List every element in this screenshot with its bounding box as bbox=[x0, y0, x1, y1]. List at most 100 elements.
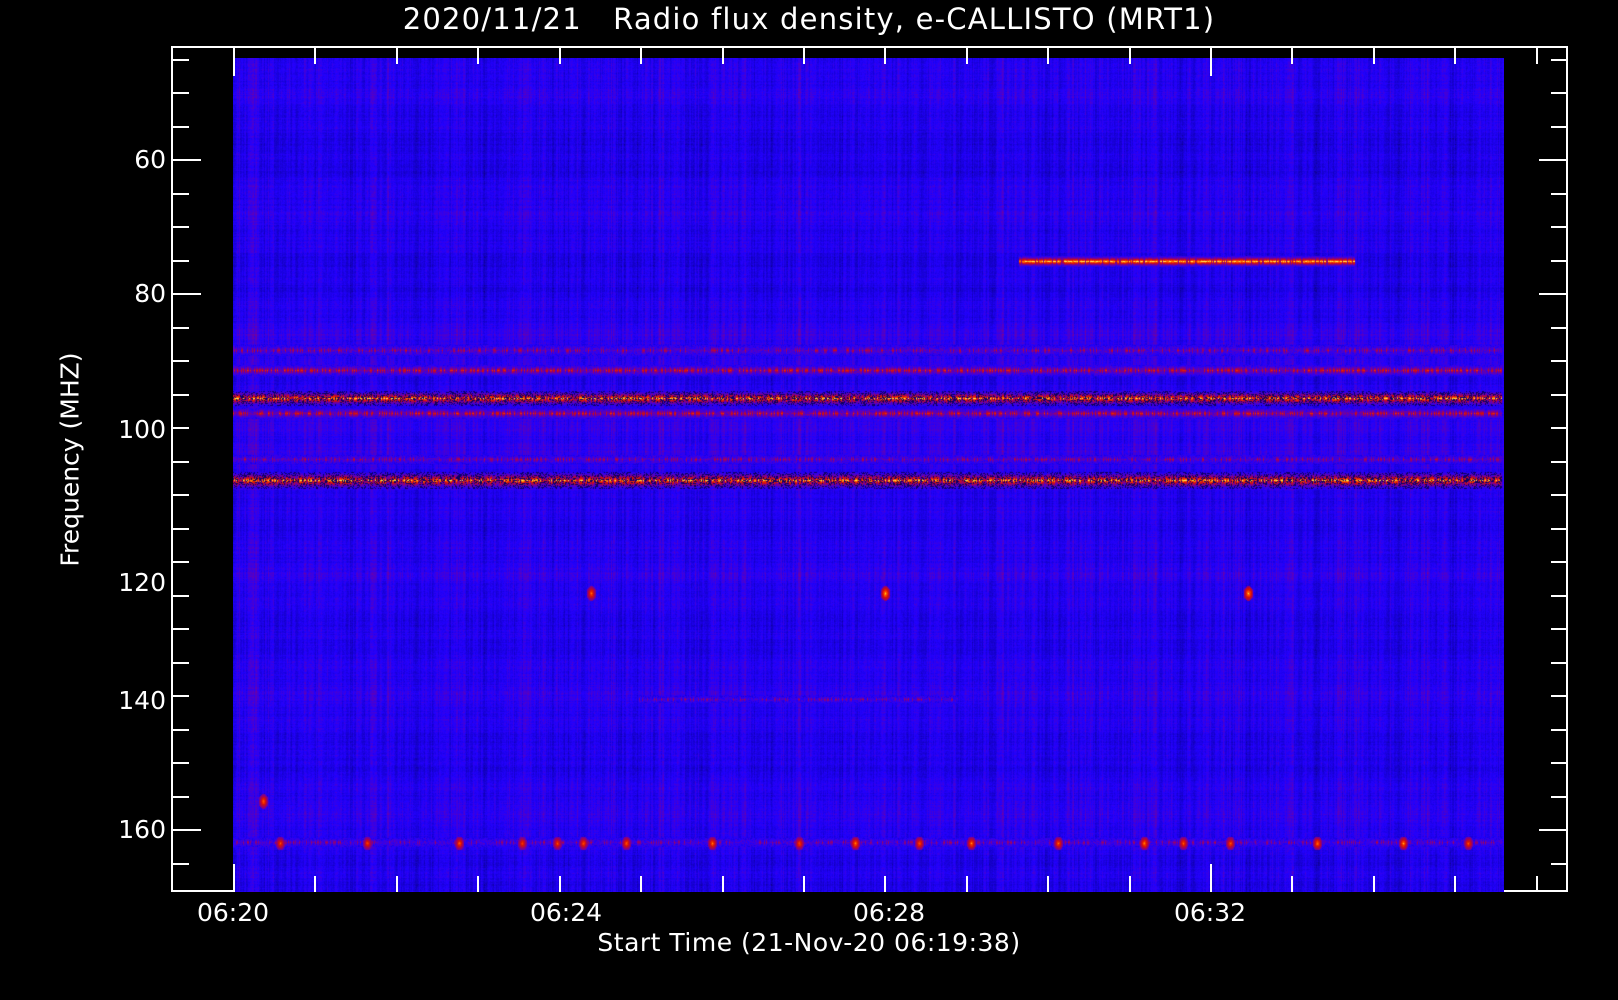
axis-tick bbox=[173, 427, 189, 429]
axis-tick bbox=[477, 48, 479, 64]
x-tick-label-2: 06:28 bbox=[852, 898, 926, 927]
axis-tick bbox=[173, 561, 189, 563]
axis-tick bbox=[1551, 528, 1567, 530]
axis-tick bbox=[1373, 48, 1375, 64]
axis-tick bbox=[1536, 48, 1538, 64]
axis-tick bbox=[173, 293, 201, 295]
axis-tick bbox=[173, 863, 189, 865]
axis-tick bbox=[1551, 226, 1567, 228]
y-axis-title: Frequency (MHZ) bbox=[55, 352, 85, 567]
axis-tick bbox=[1551, 595, 1567, 597]
axis-tick bbox=[1551, 126, 1567, 128]
axis-tick bbox=[1129, 876, 1131, 892]
axis-tick bbox=[314, 48, 316, 64]
axis-tick bbox=[1551, 729, 1567, 731]
axis-tick bbox=[966, 876, 968, 892]
axis-tick bbox=[1551, 494, 1567, 496]
axis-tick bbox=[722, 876, 724, 892]
axis-tick bbox=[233, 48, 235, 76]
axis-tick bbox=[1373, 876, 1375, 892]
axis-tick bbox=[1291, 48, 1293, 64]
axis-tick bbox=[1551, 59, 1567, 61]
axis-tick bbox=[559, 876, 561, 892]
axis-tick bbox=[173, 729, 189, 731]
axis-tick bbox=[173, 628, 189, 630]
axis-tick bbox=[1291, 876, 1293, 892]
x-tick-label-1: 06:24 bbox=[529, 898, 603, 927]
axis-tick bbox=[173, 528, 189, 530]
axis-tick bbox=[1047, 48, 1049, 64]
y-tick-label-1: 80 bbox=[134, 279, 166, 308]
spectrogram-plot-area bbox=[233, 58, 1504, 892]
axis-tick bbox=[1551, 662, 1567, 664]
axis-tick bbox=[1536, 876, 1538, 892]
axis-tick bbox=[1551, 863, 1567, 865]
axis-tick bbox=[1454, 48, 1456, 64]
axis-tick bbox=[1047, 876, 1049, 892]
axis-tick bbox=[1129, 48, 1131, 64]
axis-tick bbox=[884, 876, 886, 892]
axis-tick bbox=[233, 864, 235, 892]
axis-tick bbox=[1551, 796, 1567, 798]
y-tick-label-5: 160 bbox=[118, 815, 166, 844]
axis-tick bbox=[173, 695, 189, 697]
axis-tick bbox=[1539, 159, 1567, 161]
axis-tick bbox=[966, 48, 968, 64]
axis-tick bbox=[173, 360, 189, 362]
axis-tick bbox=[1551, 762, 1567, 764]
axis-tick bbox=[173, 762, 189, 764]
axis-tick bbox=[803, 876, 805, 892]
x-axis-title: Start Time (21-Nov-20 06:19:38) bbox=[597, 928, 1021, 957]
axis-tick bbox=[1551, 92, 1567, 94]
axis-tick bbox=[173, 92, 189, 94]
axis-tick bbox=[173, 226, 189, 228]
page-title: 2020/11/21 Radio flux density, e-CALLIST… bbox=[402, 2, 1216, 36]
axis-tick bbox=[173, 126, 189, 128]
axis-tick bbox=[173, 595, 189, 597]
axis-tick bbox=[640, 876, 642, 892]
y-tick-label-0: 60 bbox=[134, 145, 166, 174]
axis-tick bbox=[1551, 260, 1567, 262]
y-tick-label-3: 120 bbox=[118, 568, 166, 597]
axis-tick bbox=[884, 48, 886, 64]
axis-tick bbox=[1551, 695, 1567, 697]
axis-tick bbox=[396, 48, 398, 64]
axis-tick bbox=[1454, 876, 1456, 892]
axis-tick bbox=[173, 260, 189, 262]
axis-tick bbox=[173, 829, 201, 831]
axis-tick bbox=[173, 59, 189, 61]
axis-tick bbox=[803, 48, 805, 64]
axis-tick bbox=[1551, 193, 1567, 195]
axis-tick bbox=[722, 48, 724, 64]
x-tick-label-0: 06:20 bbox=[196, 898, 270, 927]
axis-tick bbox=[559, 48, 561, 64]
y-tick-label-2: 100 bbox=[118, 415, 166, 444]
axis-tick bbox=[640, 48, 642, 64]
axis-tick bbox=[173, 662, 189, 664]
axis-tick bbox=[173, 159, 201, 161]
axis-tick bbox=[1210, 48, 1212, 76]
axis-tick bbox=[1551, 628, 1567, 630]
axis-tick bbox=[173, 796, 189, 798]
spectrogram-canvas bbox=[233, 58, 1504, 892]
axis-tick bbox=[1539, 293, 1567, 295]
axis-tick bbox=[314, 876, 316, 892]
axis-tick bbox=[173, 327, 189, 329]
axis-tick bbox=[1210, 864, 1212, 892]
y-tick-label-4: 140 bbox=[118, 686, 166, 715]
x-tick-label-3: 06:32 bbox=[1173, 898, 1247, 927]
axis-tick bbox=[1551, 561, 1567, 563]
axis-tick bbox=[477, 876, 479, 892]
axis-tick bbox=[173, 394, 189, 396]
axis-tick bbox=[1551, 461, 1567, 463]
axis-tick bbox=[1539, 829, 1567, 831]
axis-tick bbox=[1551, 327, 1567, 329]
axis-tick bbox=[396, 876, 398, 892]
axis-tick bbox=[173, 461, 189, 463]
axis-tick bbox=[173, 193, 189, 195]
axis-tick bbox=[1551, 360, 1567, 362]
axis-tick bbox=[1551, 394, 1567, 396]
axis-tick bbox=[1551, 427, 1567, 429]
axis-tick bbox=[173, 494, 189, 496]
